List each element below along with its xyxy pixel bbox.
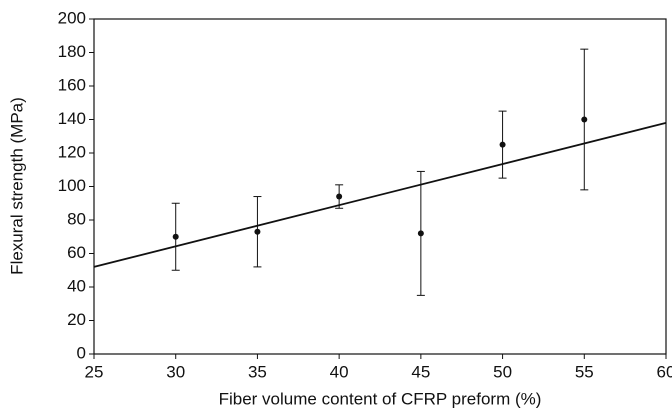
y-axis-label: Flexural strength (MPa): [7, 97, 26, 275]
y-tick-label: 160: [58, 75, 86, 94]
y-tick-label: 80: [67, 209, 86, 228]
point: [499, 141, 506, 148]
y-tick-label: 60: [67, 243, 86, 262]
y-tick-label: 200: [58, 8, 86, 27]
y-tick-label: 40: [67, 276, 86, 295]
y-tick-label: 20: [67, 310, 86, 329]
plot-frame: [93, 18, 667, 355]
x-tick-label: 45: [411, 362, 430, 381]
point: [172, 233, 179, 240]
x-tick-label: 60: [657, 362, 672, 381]
x-tick-label: 50: [493, 362, 512, 381]
y-tick-label: 120: [58, 142, 86, 161]
y-tick-label: 180: [58, 42, 86, 61]
point: [336, 193, 343, 200]
x-tick-label: 35: [248, 362, 267, 381]
x-tick-label: 40: [330, 362, 349, 381]
point: [254, 228, 261, 235]
point: [417, 230, 424, 237]
y-tick-label: 100: [58, 176, 86, 195]
y-tick-label: 140: [58, 109, 86, 128]
y-tick-label: 0: [77, 343, 86, 362]
trend-line: [93, 121, 667, 268]
point: [581, 116, 588, 123]
x-tick-label: 55: [575, 362, 594, 381]
x-tick-label: 30: [166, 362, 185, 381]
x-axis-label: Fiber volume content of CFRP preform (%): [219, 389, 542, 408]
x-tick-label: 25: [85, 362, 104, 381]
